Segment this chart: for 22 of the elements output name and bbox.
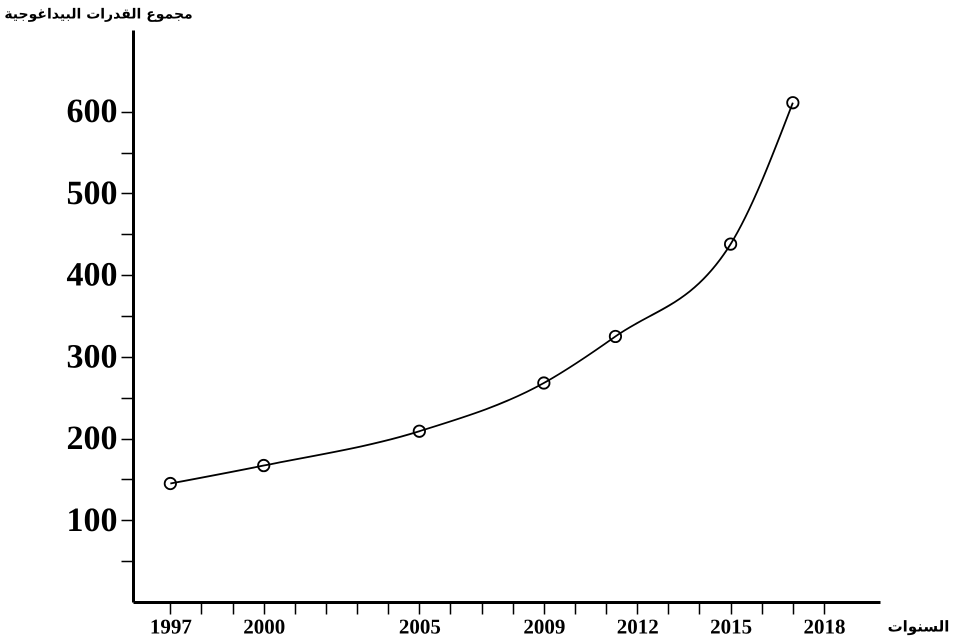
x-tick-label: 2009 [523,614,566,638]
x-axis-title: السنوات [888,618,950,636]
point [724,238,738,251]
point [412,424,426,438]
y-tick-label: 400 [66,256,118,294]
point [786,96,800,110]
y-tick-label: 600 [66,93,118,130]
x-tick-label: 2015 [710,614,752,638]
x-tick-label: 2000 [243,614,286,638]
x-tick-label: 2012 [616,614,659,638]
y-tick-label: 100 [66,502,118,539]
y-tick-label: 500 [66,174,118,212]
point [257,458,270,472]
y-tick-label: 200 [66,420,118,458]
x-tick-label: 1997 [150,614,192,638]
x-tick-label: 2005 [398,614,441,638]
x-tick-label: 2018 [803,614,846,638]
point [537,376,550,390]
point [608,330,622,344]
point [164,476,177,490]
y-axis-title: مجموع القدرات البيداغوجية [4,6,193,22]
y-tick-label: 300 [66,338,118,376]
